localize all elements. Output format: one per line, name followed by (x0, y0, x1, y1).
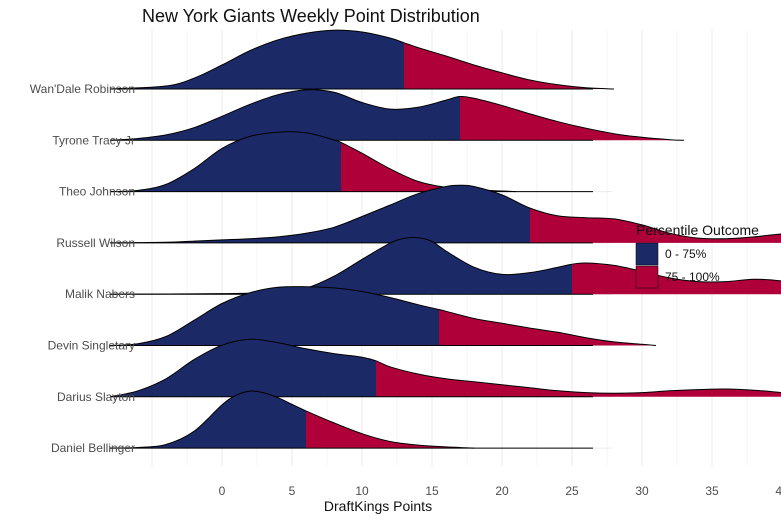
ridge-fill-0-75 (110, 339, 376, 397)
ridge-fill-0-75 (110, 286, 439, 346)
legend-title: Percentile Outcome (636, 222, 759, 238)
ridge-fill-75-100 (460, 96, 684, 141)
legend-swatch-low (635, 242, 659, 266)
ridge-outline (109, 390, 475, 449)
x-tick-label: 10 (355, 484, 369, 498)
ridge-fill-75-100 (530, 208, 781, 243)
y-axis-label: Daniel Bellinger (51, 441, 135, 455)
legend: Percentile Outcome 0 - 75% 75 - 100% (635, 222, 759, 289)
ridge-fill-0-75 (110, 131, 341, 192)
ridge-fill-0-75 (110, 391, 306, 449)
x-tick-label: 0 (219, 484, 226, 498)
y-axis-label: Devin Singletary (48, 339, 135, 353)
x-tick-label: 30 (635, 484, 649, 498)
ridge-fill-75-100 (306, 410, 474, 449)
ridge-fill-0-75 (110, 89, 460, 141)
ridges (109, 29, 781, 449)
ridge-outline (109, 89, 685, 141)
x-axis-title: DraftKings Points (324, 498, 432, 514)
legend-label-high: 75 - 100% (665, 270, 720, 284)
x-tick-label: 20 (495, 484, 509, 498)
ridge-fill-0-75 (110, 185, 530, 243)
ridge-wan-dale-robinson (109, 29, 615, 90)
x-tick-label: 25 (565, 484, 579, 498)
ridge-outline (109, 184, 781, 244)
ridge-daniel-bellinger (109, 390, 593, 449)
ridge-fill-75-100 (439, 309, 656, 346)
x-axis-ticks: 0 5 10 15 20 25 30 35 40 (219, 484, 781, 498)
ridge-fill-0-75 (110, 30, 404, 89)
x-tick-label: 15 (425, 484, 439, 498)
ridge-fill-75-100 (341, 142, 516, 192)
y-axis-label: Malik Nabers (65, 287, 135, 301)
ridge-russell-wilson (109, 184, 781, 244)
ridge-outline (109, 237, 781, 295)
legend-label-low: 0 - 75% (665, 247, 707, 261)
x-tick-label: 40 (775, 484, 781, 498)
y-axis-labels: Wan'Dale Robinson Tyrone Tracy Jr Theo Joh… (30, 82, 135, 455)
ridge-devin-singletary (109, 286, 657, 346)
y-axis-label: Theo Johnson (59, 185, 135, 199)
y-axis-label: Darius Slayton (57, 390, 135, 404)
x-tick-label: 35 (705, 484, 719, 498)
chart-title: New York Giants Weekly Point Distributio… (142, 6, 480, 26)
ridge-fill-0-75 (110, 237, 572, 295)
x-tick-label: 5 (289, 484, 296, 498)
y-axis-label: Tyrone Tracy Jr (52, 133, 135, 147)
ridge-darius-slayton (109, 338, 781, 398)
ridge-fill-75-100 (404, 42, 614, 89)
ridge-tyrone-tracy-jr (109, 89, 685, 141)
ridge-fill-75-100 (572, 262, 781, 295)
ridge-fill-75-100 (376, 360, 781, 397)
ridge-outline (109, 338, 781, 398)
legend-swatch-high (635, 265, 659, 289)
ridge-outline (109, 29, 615, 90)
y-axis-label: Russell Wilson (56, 236, 135, 250)
ridge-outline (109, 286, 657, 346)
y-axis-label: Wan'Dale Robinson (30, 82, 135, 96)
